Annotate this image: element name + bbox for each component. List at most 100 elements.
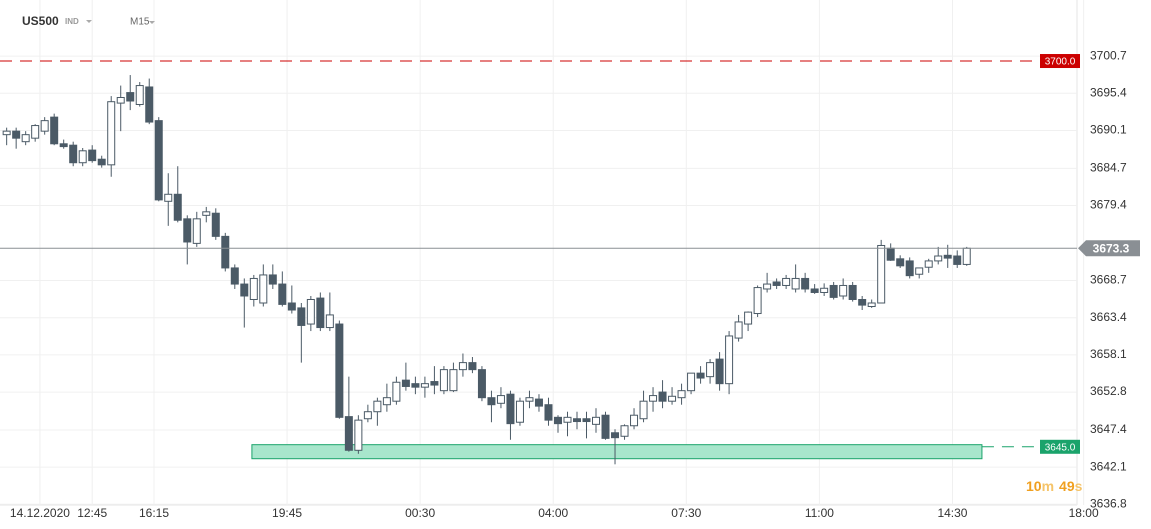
candle-body <box>78 150 87 164</box>
y-tick-label: 3668.7 <box>1090 273 1127 287</box>
candle-body <box>449 369 458 392</box>
candle-body <box>515 400 524 423</box>
candle-body <box>848 284 857 300</box>
candle-body <box>411 383 420 388</box>
candle-body <box>50 116 59 145</box>
candle-body <box>135 85 144 106</box>
candle-body <box>278 283 287 305</box>
marks <box>0 60 1077 465</box>
x-tick-label: 18:00 <box>1069 506 1099 520</box>
candle-body <box>88 149 97 162</box>
timeframe[interactable]: M15 <box>130 17 150 28</box>
x-tick-label: 14.12.2020 <box>10 506 70 520</box>
candle-body <box>335 323 344 418</box>
countdown-seconds: 49 <box>1059 478 1075 494</box>
candle-body <box>268 274 277 285</box>
candle-body <box>810 288 819 293</box>
candle-body <box>506 393 515 425</box>
candle-body <box>544 404 553 421</box>
x-tick-label: 19:45 <box>272 506 302 520</box>
candle-body <box>525 397 534 402</box>
candle-body <box>687 372 696 392</box>
candle-body <box>715 358 724 385</box>
candle-body <box>620 425 629 437</box>
candle-body <box>839 284 848 297</box>
candle-body <box>344 416 353 451</box>
y-tick-label: 3652.8 <box>1090 384 1127 398</box>
candle-body <box>259 274 268 304</box>
last-price-box <box>1078 240 1140 257</box>
y-tick-label: 3647.4 <box>1090 422 1127 436</box>
candle-body <box>772 281 781 286</box>
candle-body <box>668 395 677 402</box>
candle-body <box>173 193 182 221</box>
candle-body <box>858 298 867 306</box>
candle-body <box>154 120 163 201</box>
candle-body <box>820 287 829 293</box>
candle-body <box>249 277 258 300</box>
candle-body <box>40 120 49 132</box>
candle-body <box>211 212 220 237</box>
y-tick-label: 3636.8 <box>1090 496 1127 510</box>
candle-body <box>744 311 753 325</box>
y-tick-label: 3642.1 <box>1090 459 1127 473</box>
x-tick-label: 14:30 <box>937 506 967 520</box>
candle-body <box>12 130 21 139</box>
candle-body <box>924 260 933 268</box>
y-tick-label: 3690.1 <box>1090 123 1127 137</box>
instrument-type[interactable]: IND <box>65 17 79 26</box>
dropdown-arrow[interactable] <box>149 21 155 24</box>
candle-body <box>192 218 201 244</box>
symbol[interactable]: US500 <box>22 14 59 28</box>
candle-body <box>230 267 239 285</box>
candle-body <box>867 302 876 308</box>
y-tick-label: 3663.4 <box>1090 310 1127 324</box>
candle-body <box>116 96 125 104</box>
candle-body <box>696 372 705 379</box>
last-price-label: 3673.3 <box>1093 241 1130 255</box>
candle-body <box>458 362 467 371</box>
candle-body <box>649 395 658 402</box>
candle-body <box>934 255 943 262</box>
candle-body <box>496 395 505 404</box>
candle-body <box>183 218 192 243</box>
candle-body <box>69 144 78 164</box>
candle-body <box>240 283 249 297</box>
candle-body <box>297 307 306 326</box>
x-tick-label: 12:45 <box>77 506 107 520</box>
candle-body <box>592 416 601 425</box>
candle-body <box>316 297 325 329</box>
candle-body <box>221 235 230 269</box>
x-tick-label: 00:30 <box>405 506 435 520</box>
candle-body <box>97 158 106 166</box>
candle-body <box>658 391 667 402</box>
candle-body <box>2 130 11 136</box>
y-tick-label: 3695.4 <box>1090 85 1127 99</box>
candle-body <box>382 397 391 406</box>
candle-body <box>145 86 154 123</box>
countdown-minutes: 10 <box>1026 478 1042 494</box>
candle-body <box>468 362 477 371</box>
x-tick-label: 11:00 <box>805 506 834 520</box>
candle-body <box>534 398 543 407</box>
y-tick-label: 3700.7 <box>1090 48 1127 62</box>
x-tick-label: 04:00 <box>538 506 568 520</box>
level-label-box <box>1040 439 1080 454</box>
candle-body <box>896 258 905 267</box>
candle-body <box>601 414 610 439</box>
candle-body <box>877 244 886 304</box>
candle-body <box>202 211 211 216</box>
candle-body <box>905 260 914 277</box>
candle-body <box>164 193 173 202</box>
y-tick-label: 3658.1 <box>1090 347 1127 361</box>
candle-body <box>753 287 762 315</box>
candle-body <box>962 247 971 265</box>
candle-body <box>363 411 372 420</box>
candle-body <box>107 101 116 166</box>
labels: 3636.8 3642.1 3647.4 3652.8 3658.1 3663.4 3668… <box>10 48 1140 520</box>
x-tick-label: 16:15 <box>139 506 169 520</box>
dropdown-arrow[interactable] <box>86 20 92 23</box>
candle-body <box>829 284 838 298</box>
